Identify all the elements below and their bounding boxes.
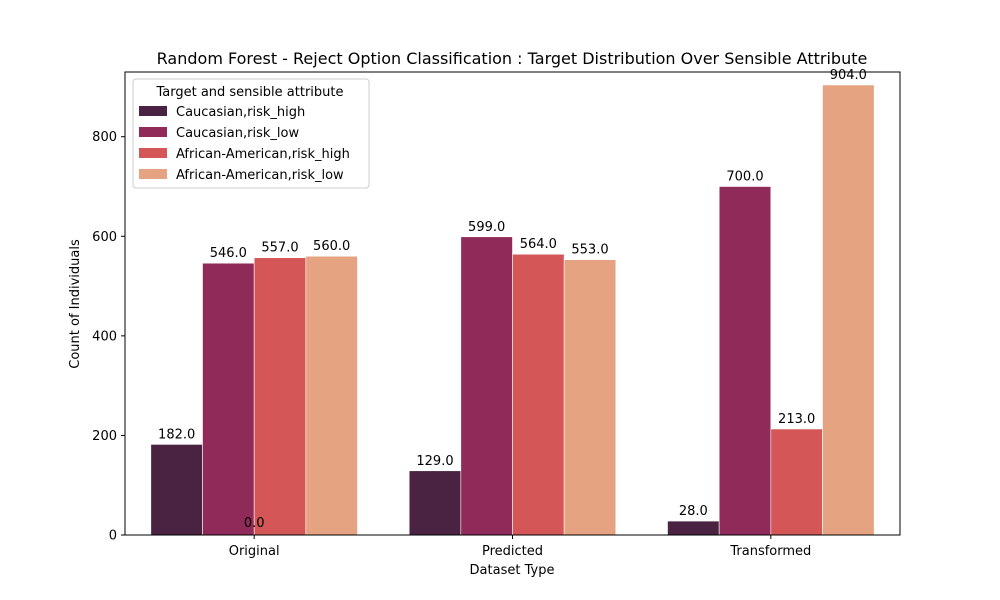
legend-box (132, 78, 370, 189)
legend-items: Caucasian,risk_high Caucasian,risk_low Afr… (139, 105, 350, 183)
legend-title: Target and sensible attribute (155, 85, 343, 100)
bar-caucasian-risk-low-predicted (460, 236, 513, 536)
chart-title: Random Forest - Reject Option Classifica… (157, 49, 868, 68)
legend-swatch (139, 148, 167, 158)
y-tick-label: 800 (92, 130, 117, 145)
data-label: 129.0 (416, 454, 453, 469)
data-label: 182.0 (158, 427, 195, 442)
data-labels-group: 182.0 546.0 557.0 560.0 129.0 599.0 564.0 553.0… (158, 68, 867, 519)
data-label: 546.0 (210, 246, 247, 261)
bar-caucasian-risk-high-predicted (408, 470, 462, 536)
legend-swatch (139, 127, 167, 137)
bar-african-american-risk-high-predicted (512, 253, 565, 536)
bar-african-american-risk-low-transformed (822, 84, 875, 536)
bar-caucasian-risk-low-original (202, 262, 255, 536)
y-axis-ticks: 0 200 400 600 800 (92, 130, 125, 544)
data-label: 700.0 (726, 170, 763, 185)
bar-african-american-risk-high-transformed (770, 428, 823, 536)
x-tick-label: Original (229, 544, 280, 559)
data-label: 599.0 (468, 220, 505, 235)
data-label: 28.0 (679, 504, 708, 519)
legend-swatch (139, 106, 167, 116)
y-tick-label: 200 (92, 429, 117, 444)
data-label: 213.0 (778, 412, 815, 427)
bar-african-american-risk-high-original (253, 257, 307, 536)
data-label: 564.0 (520, 237, 557, 252)
bar-caucasian-risk-low-transformed (718, 186, 772, 536)
y-axis-label: Count of Individuals (68, 239, 83, 369)
y-tick-label: 0 (109, 529, 117, 544)
x-tick-label: Predicted (482, 544, 543, 559)
bar-caucasian-risk-high-transformed (667, 520, 720, 536)
x-axis-ticks: Original Predicted Transformed (229, 535, 811, 559)
bars-group (150, 84, 875, 536)
legend: Target and sensible attribute Caucasian,… (132, 78, 370, 189)
bar-african-american-risk-low-original (305, 255, 358, 536)
annotation-label: 0.0 (244, 516, 265, 531)
legend-entry-label: Caucasian,risk_high (176, 105, 305, 120)
bar-african-american-risk-low-predicted (563, 259, 617, 536)
legend-entry-label: Caucasian,risk_low (176, 126, 299, 141)
annotations-group: 0.0 (244, 516, 265, 531)
y-tick-label: 400 (92, 329, 117, 344)
bar-caucasian-risk-high-original (150, 444, 203, 536)
legend-entry-label: African-American,risk_low (176, 168, 344, 183)
x-axis-label: Dataset Type (470, 563, 555, 578)
y-tick-label: 600 (92, 230, 117, 245)
x-tick-label: Transformed (729, 544, 811, 559)
data-label: 557.0 (261, 241, 298, 256)
data-label: 553.0 (571, 243, 608, 258)
legend-entry-label: African-American,risk_high (176, 147, 350, 162)
legend-swatch (139, 169, 167, 179)
data-label: 560.0 (313, 239, 350, 254)
data-label: 904.0 (830, 68, 867, 83)
